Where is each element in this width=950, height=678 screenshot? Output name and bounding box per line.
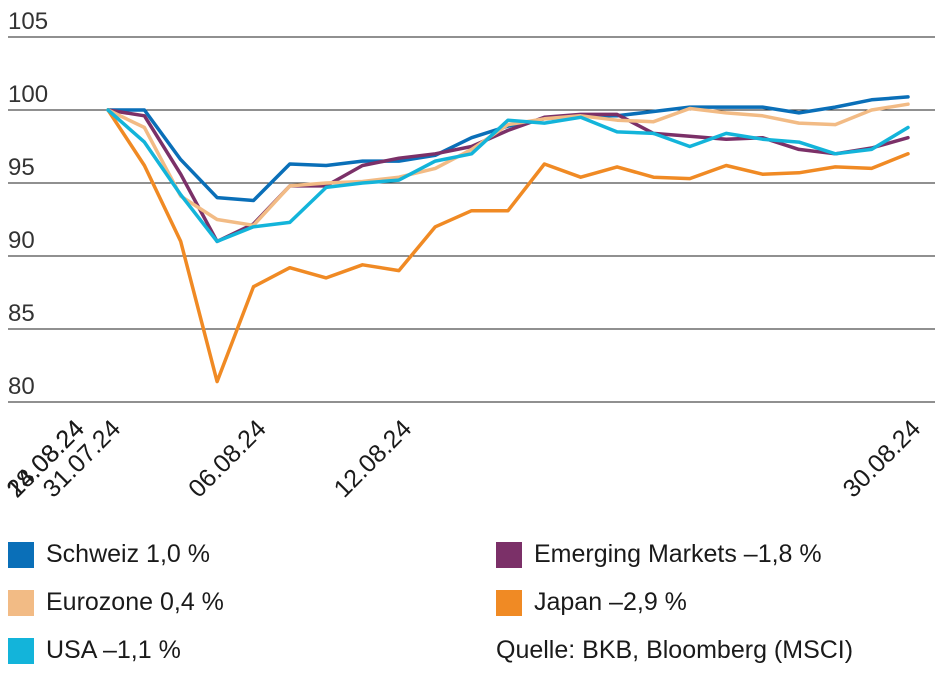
legend-swatch-japan [496, 589, 522, 616]
legend-swatch-eurozone [8, 589, 34, 616]
y-tick-label: 85 [8, 300, 35, 327]
legend-item-emerging-markets: Emerging Markets –1,8 % [496, 540, 822, 569]
x-axis-ticks: 31.07.24 06.08.24 12.08.2418.08.2424.08.24… [1, 414, 926, 503]
y-axis-ticks: 80 85 90 95 100 105 [8, 8, 48, 400]
series-line-4 [106, 108, 910, 244]
legend-item-usa: USA –1,1 % [8, 636, 181, 665]
series-line-0 [106, 95, 910, 203]
legend-label-japan: Japan –2,9 % [534, 588, 687, 616]
series-line-3 [106, 108, 910, 384]
legend-swatch-emerging-markets [496, 541, 522, 568]
y-tick-label: 80 [8, 373, 35, 400]
legend-label-schweiz: Schweiz 1,0 % [46, 540, 210, 568]
legend-swatch-schweiz [8, 541, 34, 568]
legend-label-eurozone: Eurozone 0,4 % [46, 588, 224, 616]
legend: Schweiz 1,0 % Emerging Markets –1,8 % Eu… [0, 532, 950, 678]
y-tick-label: 95 [8, 154, 35, 181]
legend-item-schweiz: Schweiz 1,0 % [8, 540, 210, 569]
x-tick-label: 30.08.24 [838, 414, 927, 503]
x-tick-label: 06.08.24 [183, 414, 272, 503]
legend-item-eurozone: Eurozone 0,4 % [8, 588, 224, 617]
series-lines [106, 95, 910, 384]
legend-swatch-usa [8, 637, 34, 664]
y-tick-label: 90 [8, 227, 35, 254]
y-tick-label: 100 [8, 81, 48, 108]
series-line-2 [106, 102, 910, 228]
legend-label-usa: USA –1,1 % [46, 636, 181, 664]
x-tick-label: 12.08.24 [329, 414, 418, 503]
legend-label-emerging-markets: Emerging Markets –1,8 % [534, 540, 822, 568]
source-note: Quelle: BKB, Bloomberg (MSCI) [496, 636, 854, 664]
grid-lines [8, 36, 935, 403]
y-tick-label: 105 [8, 8, 48, 35]
legend-item-japan: Japan –2,9 % [496, 588, 687, 617]
